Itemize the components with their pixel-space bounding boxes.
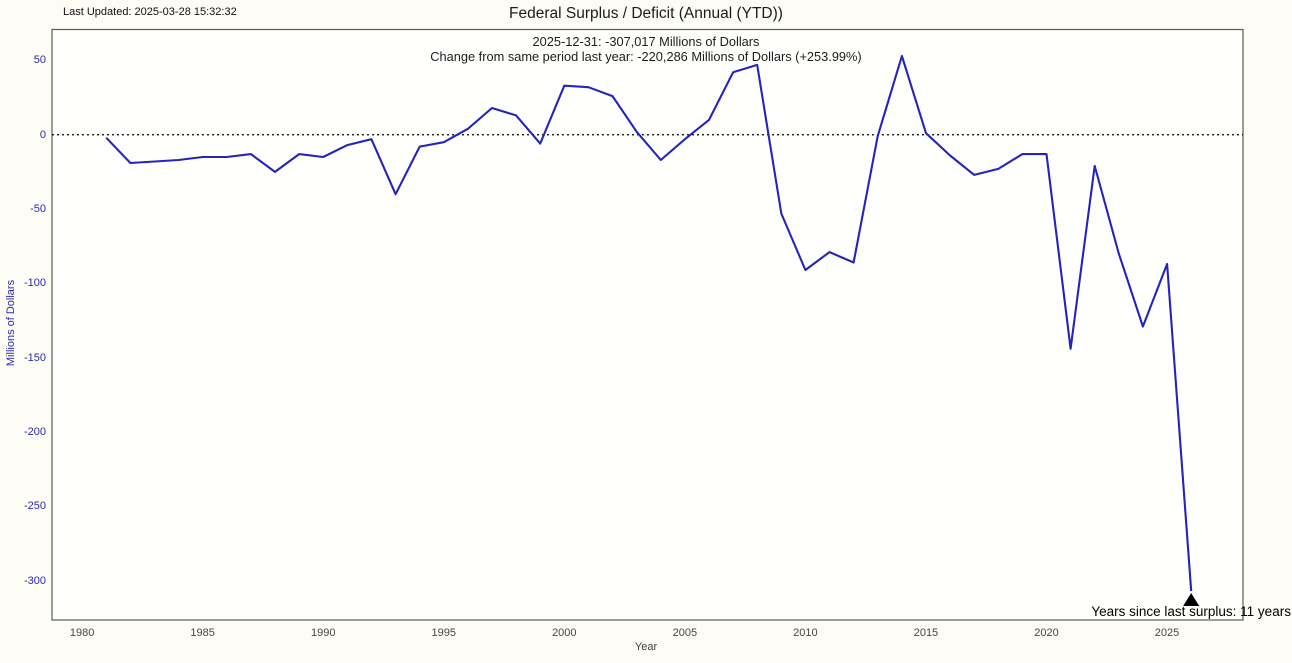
x-axis-tick-label: 1990 <box>310 627 336 639</box>
y-axis-tick-label: -100 <box>23 277 46 290</box>
x-axis-tick-label: 1980 <box>69 627 95 639</box>
change-subtitle: Change from same period last year: -220,… <box>430 49 862 64</box>
chart-title: Federal Surplus / Deficit (Annual (YTD)) <box>509 5 783 22</box>
x-axis-tick-label: 2020 <box>1034 627 1059 639</box>
last-surplus-marker-triangle-icon <box>1183 593 1200 607</box>
y-axis-tick-label: -200 <box>23 425 46 438</box>
plot-border <box>51 28 1244 621</box>
surplus-deficit-line <box>105 54 1193 592</box>
x-axis-tick-label: 2000 <box>552 627 577 639</box>
y-axis-tick-label: -150 <box>23 351 46 364</box>
x-axis-tick-label: 2010 <box>793 627 818 639</box>
x-axis-tick-label: 2015 <box>913 627 939 639</box>
x-axis-tick-label: 1985 <box>190 627 215 639</box>
x-axis-tick-label: 2005 <box>672 627 698 639</box>
last-updated-text: Last Updated: 2025-03-28 15:32:32 <box>63 6 237 18</box>
x-axis-title: Year <box>634 641 658 653</box>
y-axis-tick-label: -50 <box>30 203 46 216</box>
y-axis-tick-label: -300 <box>23 574 46 587</box>
x-axis-tick-label: 1995 <box>431 627 456 639</box>
y-axis-tick-label: 0 <box>39 128 46 141</box>
x-axis-tick-label: 2025 <box>1154 627 1180 639</box>
y-axis-tick-label: 50 <box>33 54 46 67</box>
latest-value-subtitle: 2025-12-31: -307,017 Millions of Dollars <box>532 34 760 49</box>
y-axis-tick-label: -250 <box>23 500 46 513</box>
years-since-last-surplus-annotation: Years since last surplus: 11 years <box>1091 604 1291 620</box>
